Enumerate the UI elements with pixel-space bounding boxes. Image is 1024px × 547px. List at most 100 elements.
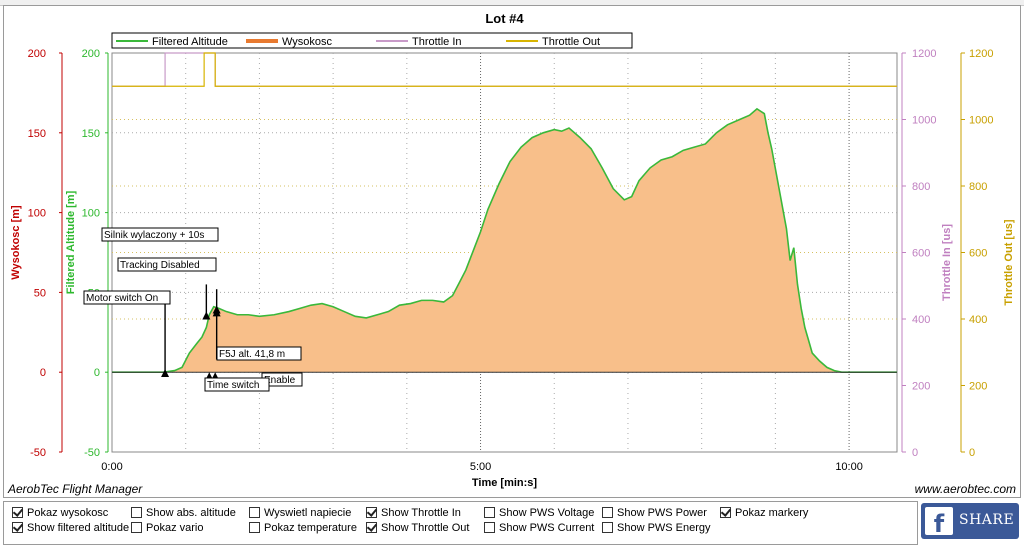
checkbox-show-pws-power[interactable]: Show PWS Power (602, 506, 707, 520)
chart-panel: Lot #4200150100500-50200150100500-50Wyso… (3, 5, 1021, 498)
legend-item-label: Wysokosc (282, 36, 333, 48)
checkbox-label: Show Throttle In (381, 507, 461, 519)
x-tick-label: 10:00 (835, 461, 863, 473)
throttle-out-tick-label: 0 (969, 447, 975, 459)
legend-item-label: Filtered Altitude (152, 36, 228, 48)
annotation-label: Motor switch On (86, 293, 158, 304)
checkbox-label: Pokaz vario (146, 522, 204, 534)
website-label: www.aerobtec.com (915, 482, 1016, 496)
annotation-label: Silnik wylaczony + 10s (104, 230, 204, 241)
share-button-label: SHARE (959, 512, 1015, 528)
checkbox-box[interactable] (602, 507, 613, 518)
x-tick-label: 5:00 (470, 461, 491, 473)
checkbox-label: Show PWS Power (617, 507, 707, 519)
filtered-altitude-line (112, 107, 897, 373)
checkbox-show-pws-energy[interactable]: Show PWS Energy (602, 521, 711, 535)
checkbox-show-throttle-out[interactable]: Show Throttle Out (366, 521, 469, 535)
throttle-out-tick-label: 200 (969, 381, 987, 393)
checkbox-pokaz-wysokosc[interactable]: Pokaz wysokosc (12, 506, 108, 520)
throttle-out-tick-label: 1200 (969, 48, 993, 60)
checkbox-box[interactable] (366, 522, 377, 533)
x-axis-label: Time [min:s] (472, 477, 538, 489)
wysokosc-tick-label: 0 (40, 367, 46, 379)
throttle-out-tick-label: 600 (969, 248, 987, 260)
checkbox-show-throttle-in[interactable]: Show Throttle In (366, 506, 461, 520)
options-panel: Pokaz wysokosc Show filtered altitude Sh… (3, 501, 918, 545)
filtered-tick-label: -50 (84, 447, 100, 459)
altitude-chart: Lot #4200150100500-50200150100500-50Wyso… (7, 11, 1016, 496)
marker-arrow (212, 305, 221, 314)
checkbox-show-pws-current[interactable]: Show PWS Current (484, 521, 594, 535)
wysokosc-tick-label: 200 (28, 48, 46, 60)
throttle-in-tick-label: 200 (912, 381, 930, 393)
chart-title: Lot #4 (485, 11, 524, 26)
facebook-share-button[interactable]: f SHARE (921, 503, 1019, 539)
throttle-in-tick-label: 600 (912, 248, 930, 260)
marker-arrow (161, 369, 170, 378)
checkbox-box[interactable] (720, 507, 731, 518)
checkbox-box[interactable] (484, 522, 495, 533)
throttle-in-tick-label: 400 (912, 314, 930, 326)
checkbox-show-abs-altitude[interactable]: Show abs. altitude (131, 506, 236, 520)
checkbox-box[interactable] (602, 522, 613, 533)
filtered-tick-label: 200 (82, 48, 100, 60)
checkbox-label: Show PWS Energy (617, 522, 711, 534)
throttle-out-axis-label: Throttle Out [us] (1003, 219, 1015, 305)
checkbox-label: Show PWS Voltage (499, 507, 595, 519)
checkbox-box[interactable] (131, 507, 142, 518)
throttle-in-tick-label: 1000 (912, 115, 936, 127)
annotation-box (204, 377, 270, 392)
wysokosc-tick-label: 100 (28, 208, 46, 220)
wysokosc-tick-label: 50 (34, 287, 46, 299)
facebook-icon: f (925, 507, 953, 535)
annotation-box (216, 346, 302, 361)
checkbox-box[interactable] (249, 522, 260, 533)
checkbox-pokaz-vario[interactable]: Pokaz vario (131, 521, 203, 535)
checkbox-label: Show filtered altitude (27, 522, 130, 534)
checkbox-show-filtered-altitude[interactable]: Show filtered altitude (12, 521, 129, 535)
throttle-in-axis-label: Throttle In [us] (941, 224, 953, 301)
annotation-label: Enable (264, 375, 296, 386)
checkbox-label: Pokaz wysokosc (27, 507, 109, 519)
wysokosc-tick-label: 150 (28, 128, 46, 140)
app-name-label: AerobTec Flight Manager (7, 482, 143, 496)
throttle-out-tick-label: 800 (969, 181, 987, 193)
wysokosc-area (112, 108, 897, 373)
checkbox-label: Pokaz markery (735, 507, 809, 519)
checkbox-box[interactable] (249, 507, 260, 518)
checkbox-box[interactable] (131, 522, 142, 533)
checkbox-label: Wyswietl napiecie (264, 507, 352, 519)
throttle-in-line (112, 52, 897, 87)
marker-arrow (202, 311, 211, 320)
checkbox-wyswietl-napiecie[interactable]: Wyswietl napiecie (249, 506, 351, 520)
filtered-tick-label: 150 (82, 128, 100, 140)
throttle-out-tick-label: 1000 (969, 115, 993, 127)
throttle-out-tick-label: 400 (969, 314, 987, 326)
filtered-tick-label: 0 (94, 367, 100, 379)
checkbox-box[interactable] (484, 507, 495, 518)
checkbox-box[interactable] (12, 522, 23, 533)
legend-item-label: Throttle Out (542, 36, 600, 48)
throttle-out-line (112, 52, 897, 87)
legend-item-label: Throttle In (412, 36, 462, 48)
checkbox-pokaz-temperature[interactable]: Pokaz temperature (249, 521, 357, 535)
checkbox-box[interactable] (12, 507, 23, 518)
annotation-box (117, 257, 217, 272)
checkbox-box[interactable] (366, 507, 377, 518)
filtered-axis-label: Filtered Altitude [m] (65, 190, 77, 294)
checkbox-pokaz-markery[interactable]: Pokaz markery (720, 506, 808, 520)
annotation-label: Tracking Disabled (120, 260, 200, 271)
checkbox-label: Show PWS Current (499, 522, 595, 534)
annotation-box (83, 290, 171, 305)
checkbox-show-pws-voltage[interactable]: Show PWS Voltage (484, 506, 594, 520)
checkbox-label: Show abs. altitude (146, 507, 236, 519)
x-tick-label: 0:00 (101, 461, 122, 473)
checkbox-label: Pokaz temperature (264, 522, 357, 534)
throttle-in-tick-label: 800 (912, 181, 930, 193)
annotation-label: F5J alt. 41,8 m (219, 349, 285, 360)
checkbox-label: Show Throttle Out (381, 522, 470, 534)
annotation-label: Time switch (207, 380, 259, 391)
filtered-tick-label: 100 (82, 208, 100, 220)
wysokosc-axis-label: Wysokosc [m] (10, 205, 22, 280)
annotation-box (101, 227, 219, 242)
